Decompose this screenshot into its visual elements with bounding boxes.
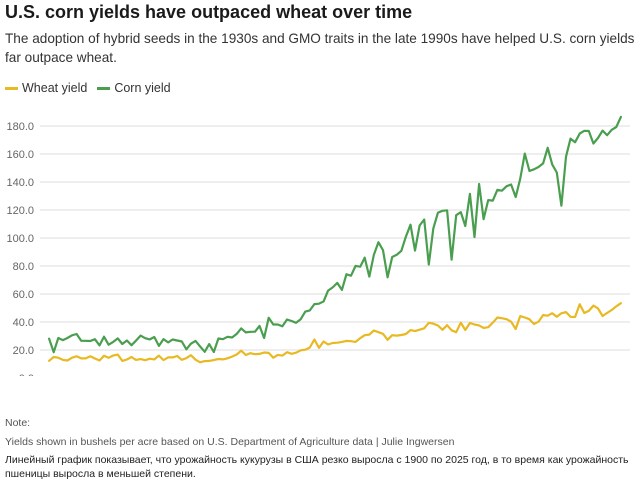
note-label: Note: — [5, 417, 31, 429]
legend-item-wheat: Wheat yield — [5, 81, 87, 95]
corn-yield-line — [47, 115, 623, 354]
wheat-yield-line — [47, 302, 623, 364]
y-tick-label: 20.0 — [13, 345, 34, 357]
y-tick-label: 60.0 — [13, 289, 34, 301]
y-tick-label: 160.0 — [6, 149, 34, 161]
chart-title: U.S. corn yields have outpaced wheat ove… — [5, 2, 413, 22]
legend-item-corn: Corn yield — [97, 81, 171, 95]
legend: Wheat yield Corn yield — [5, 81, 181, 95]
chart-subtitle: The adoption of hybrid seeds in the 1930… — [5, 31, 635, 65]
y-tick-label: 80.0 — [13, 261, 34, 273]
legend-swatch-corn — [97, 86, 111, 90]
y-tick-label: 0.0 — [19, 373, 34, 376]
y-tick-label: 40.0 — [13, 317, 34, 329]
y-tick-label: 180.0 — [6, 121, 34, 133]
y-tick-label: 120.0 — [6, 205, 34, 217]
note-text: Yields shown in bushels per acre based o… — [5, 436, 455, 448]
legend-label-wheat: Wheat yield — [22, 81, 88, 95]
line-chart: 0.0 20.0 40.0 60.0 80.0 100.0 120.0 140.0 160.0 1… — [6, 115, 630, 376]
legend-label-corn: Corn yield — [114, 81, 171, 95]
legend-swatch-wheat — [5, 86, 18, 90]
caption: Линейный график показывает, что урожайно… — [5, 454, 629, 480]
y-tick-label: 100.0 — [6, 233, 34, 245]
y-tick-label: 140.0 — [6, 177, 34, 189]
